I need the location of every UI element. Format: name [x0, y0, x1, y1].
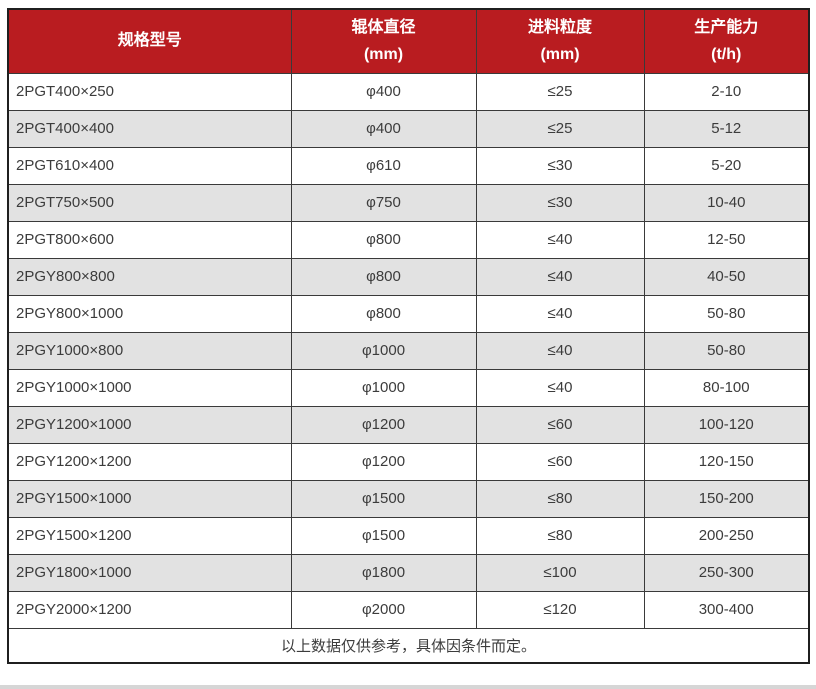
model-cell: 2PGY1000×1000: [7, 368, 292, 407]
roller-diameter-cell: φ1500: [290, 479, 477, 518]
col-header-feed-size-title: 进料粒度: [527, 18, 592, 36]
roller-diameter-cell: φ1000: [290, 331, 477, 370]
table-row: 2PGT750×500 φ750 ≤30 10-40: [7, 183, 810, 222]
capacity-cell: 300-400: [643, 590, 810, 629]
roller-diameter-cell: φ610: [290, 146, 477, 185]
roller-diameter-cell: φ800: [290, 220, 477, 259]
capacity-cell: 100-120: [643, 405, 810, 444]
capacity-cell: 10-40: [643, 183, 810, 222]
roller-diameter-cell: φ800: [290, 294, 477, 333]
table-row: 2PGY1500×1000 φ1500 ≤80 150-200: [7, 479, 810, 518]
model-cell: 2PGY1200×1000: [7, 405, 292, 444]
capacity-cell: 12-50: [643, 220, 810, 259]
feed-size-cell: ≤40: [475, 257, 645, 296]
model-cell: 2PGY1000×800: [7, 331, 292, 370]
feed-size-cell: ≤120: [475, 590, 645, 629]
capacity-cell: 40-50: [643, 257, 810, 296]
capacity-cell: 250-300: [643, 553, 810, 592]
feed-size-cell: ≤80: [475, 479, 645, 518]
feed-size-cell: ≤30: [475, 183, 645, 222]
table-row: 2PGT610×400 φ610 ≤30 5-20: [7, 146, 810, 185]
feed-size-cell: ≤40: [475, 368, 645, 407]
roller-diameter-cell: φ1200: [290, 405, 477, 444]
roller-diameter-cell: φ1000: [290, 368, 477, 407]
feed-size-cell: ≤80: [475, 516, 645, 555]
col-header-feed-size-unit: (mm): [540, 45, 580, 63]
roller-diameter-cell: φ1500: [290, 516, 477, 555]
roller-diameter-cell: φ1200: [290, 442, 477, 481]
capacity-cell: 2-10: [643, 72, 810, 111]
col-header-model-title: 规格型号: [117, 32, 182, 50]
capacity-cell: 120-150: [643, 442, 810, 481]
model-cell: 2PGY800×800: [7, 257, 292, 296]
feed-size-cell: ≤25: [475, 109, 645, 148]
table-row: 2PGY800×1000 φ800 ≤40 50-80: [7, 294, 810, 333]
table-row: 2PGY800×800 φ800 ≤40 40-50: [7, 257, 810, 296]
capacity-cell: 5-12: [643, 109, 810, 148]
model-cell: 2PGY2000×1200: [7, 590, 292, 629]
col-header-capacity: 生产能力 (t/h): [643, 8, 810, 74]
col-header-feed-size: 进料粒度 (mm): [475, 8, 645, 74]
col-header-roller-diameter-title: 辊体直径: [351, 18, 416, 36]
capacity-cell: 50-80: [643, 294, 810, 333]
feed-size-cell: ≤40: [475, 331, 645, 370]
table-row: 2PGY1200×1200 φ1200 ≤60 120-150: [7, 442, 810, 481]
col-header-roller-diameter: 辊体直径 (mm): [290, 8, 477, 74]
model-cell: 2PGY1500×1000: [7, 479, 292, 518]
model-cell: 2PGY1800×1000: [7, 553, 292, 592]
capacity-cell: 50-80: [643, 331, 810, 370]
table-row: 2PGT400×250 φ400 ≤25 2-10: [7, 72, 810, 111]
model-cell: 2PGY1500×1200: [7, 516, 292, 555]
model-cell: 2PGT400×250: [7, 72, 292, 111]
capacity-cell: 5-20: [643, 146, 810, 185]
table-row: 2PGY1500×1200 φ1500 ≤80 200-250: [7, 516, 810, 555]
table-row: 2PGY1200×1000 φ1200 ≤60 100-120: [7, 405, 810, 444]
model-cell: 2PGT610×400: [7, 146, 292, 185]
table-row: 2PGT400×400 φ400 ≤25 5-12: [7, 109, 810, 148]
roller-diameter-cell: φ2000: [290, 590, 477, 629]
table-row: 2PGT800×600 φ800 ≤40 12-50: [7, 220, 810, 259]
table-row: 2PGY1000×1000 φ1000 ≤40 80-100: [7, 368, 810, 407]
roller-diameter-cell: φ750: [290, 183, 477, 222]
capacity-cell: 150-200: [643, 479, 810, 518]
roller-diameter-cell: φ1800: [290, 553, 477, 592]
col-header-roller-diameter-unit: (mm): [363, 45, 404, 63]
table-row: 2PGY1800×1000 φ1800 ≤100 250-300: [7, 553, 810, 592]
feed-size-cell: ≤40: [475, 220, 645, 259]
feed-size-cell: ≤100: [475, 553, 645, 592]
table-body: 2PGT400×250 φ400 ≤25 2-10 2PGT400×400 φ400 ≤25…: [7, 72, 810, 629]
model-cell: 2PGT400×400: [7, 109, 292, 148]
feed-size-cell: ≤30: [475, 146, 645, 185]
col-header-capacity-unit: (t/h): [711, 45, 742, 63]
spec-table: 规格型号 辊体直径 (mm) 进料粒度 (mm) 生产能力 (t/h) 2PGT…: [7, 8, 810, 664]
feed-size-cell: ≤40: [475, 294, 645, 333]
table-row: 2PGY1000×800 φ1000 ≤40 50-80: [7, 331, 810, 370]
col-header-model: 规格型号: [7, 8, 292, 74]
feed-size-cell: ≤60: [475, 405, 645, 444]
footer-note: 以上数据仅供参考，具体因条件而定。: [7, 627, 810, 664]
roller-diameter-cell: φ800: [290, 257, 477, 296]
table-row: 2PGY2000×1200 φ2000 ≤120 300-400: [7, 590, 810, 629]
col-header-capacity-title: 生产能力: [694, 18, 759, 36]
feed-size-cell: ≤60: [475, 442, 645, 481]
model-cell: 2PGT750×500: [7, 183, 292, 222]
model-cell: 2PGY1200×1200: [7, 442, 292, 481]
capacity-cell: 200-250: [643, 516, 810, 555]
model-cell: 2PGY800×1000: [7, 294, 292, 333]
feed-size-cell: ≤25: [475, 72, 645, 111]
roller-diameter-cell: φ400: [290, 109, 477, 148]
page-bottom-edge: [0, 685, 816, 689]
model-cell: 2PGT800×600: [7, 220, 292, 259]
footer-row: 以上数据仅供参考，具体因条件而定。: [7, 627, 810, 664]
roller-diameter-cell: φ400: [290, 72, 477, 111]
capacity-cell: 80-100: [643, 368, 810, 407]
header-row: 规格型号 辊体直径 (mm) 进料粒度 (mm) 生产能力 (t/h): [7, 8, 810, 74]
